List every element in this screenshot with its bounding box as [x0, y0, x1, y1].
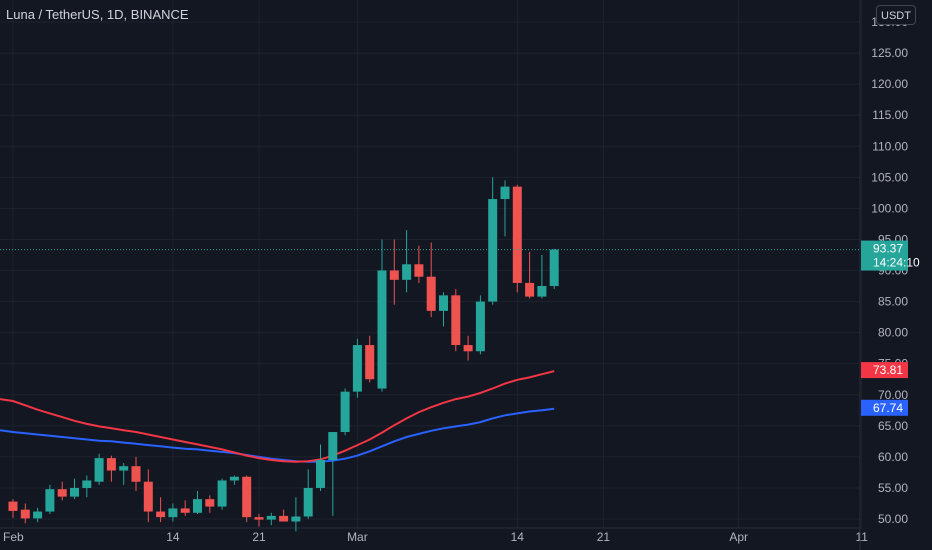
candle-body	[549, 249, 559, 287]
candle-body	[229, 476, 239, 481]
candle-body	[57, 489, 67, 497]
candle-body	[45, 489, 55, 512]
x-tick-label: Mar	[347, 530, 368, 544]
y-tick-label: 125.00	[871, 46, 908, 60]
candle-body	[377, 270, 387, 389]
x-tick-label: Apr	[729, 530, 748, 544]
x-tick-label: 21	[597, 530, 611, 544]
y-tick-label: 115.00	[872, 108, 908, 122]
candle-body	[402, 264, 412, 280]
candle-body	[242, 476, 252, 518]
candle-body	[328, 432, 338, 460]
candle-body	[82, 480, 92, 488]
candle-body	[500, 186, 510, 200]
candle-body	[143, 481, 153, 512]
candle-body	[340, 391, 350, 433]
candle-body	[291, 516, 301, 522]
y-tick-label: 65.00	[878, 419, 908, 433]
ma-slow-tag-bg	[861, 399, 908, 416]
candle-body	[180, 508, 190, 513]
currency-button[interactable]: USDT	[876, 5, 916, 25]
y-tick-label: 60.00	[878, 450, 908, 464]
ma-fast-tag-text: 73.81	[873, 363, 903, 377]
y-tick-label: 105.00	[871, 170, 908, 184]
candle-body	[426, 276, 436, 311]
candle-body	[254, 517, 264, 520]
candle-body	[414, 264, 424, 277]
candle-body	[279, 515, 289, 522]
y-tick-label: 85.00	[878, 295, 908, 309]
candle-body	[205, 499, 215, 507]
candle-body	[352, 345, 362, 392]
ma-fast-tag-bg	[861, 362, 908, 379]
y-tick-label: 100.00	[871, 201, 908, 215]
candle-body	[106, 458, 116, 471]
chart-title: Luna / TetherUS, 1D, BINANCE	[6, 7, 189, 22]
candle-body	[156, 511, 166, 518]
y-tick-label: 70.00	[878, 388, 908, 402]
candle-body	[168, 508, 178, 518]
candle-body	[131, 466, 141, 482]
y-tick-label: 80.00	[878, 326, 908, 340]
candle-body	[33, 511, 43, 519]
candle-body	[266, 515, 276, 520]
x-tick-label: 14	[166, 530, 180, 544]
x-tick-label: 21	[252, 530, 266, 544]
candle-body	[303, 487, 313, 517]
x-tick-label: 14	[511, 530, 525, 544]
candle-body	[451, 295, 461, 346]
y-tick-label: 50.00	[878, 512, 908, 526]
candle-body	[488, 199, 498, 302]
candle-body	[525, 282, 535, 297]
candle-body	[193, 499, 202, 513]
x-tick-label: Feb	[3, 530, 24, 544]
last-price-tag-bg	[861, 240, 908, 271]
candle-body	[70, 487, 79, 497]
candle-body	[475, 301, 485, 352]
last-price-tag-text: 93.37	[873, 242, 903, 256]
candle-body	[119, 466, 129, 471]
ma-slow-line	[0, 407, 555, 463]
candle-body	[8, 501, 18, 511]
candle-body	[94, 458, 104, 482]
moving-averages	[0, 370, 555, 463]
ma-slow-tag-text: 67.74	[873, 401, 903, 415]
x-axis: Feb 14 21 Mar 14 21 Apr 11	[3, 530, 868, 544]
y-tick-label: 110.00	[872, 139, 908, 153]
candle-body	[365, 345, 375, 380]
x-tick-label: 11	[855, 530, 868, 544]
candle-body	[217, 480, 227, 507]
candle-body	[20, 509, 30, 519]
candles	[8, 177, 559, 532]
candle-body	[316, 459, 325, 488]
candle-body	[537, 286, 547, 297]
y-tick-label: 55.00	[878, 481, 908, 495]
candle-body	[439, 295, 448, 311]
candle-body	[512, 186, 522, 283]
ma-fast-line	[0, 370, 555, 463]
candle-body	[463, 345, 473, 352]
candle-body	[389, 270, 399, 280]
y-tick-label: 120.00	[871, 77, 908, 91]
last-price-tag-text: 14:24:10	[873, 256, 920, 270]
